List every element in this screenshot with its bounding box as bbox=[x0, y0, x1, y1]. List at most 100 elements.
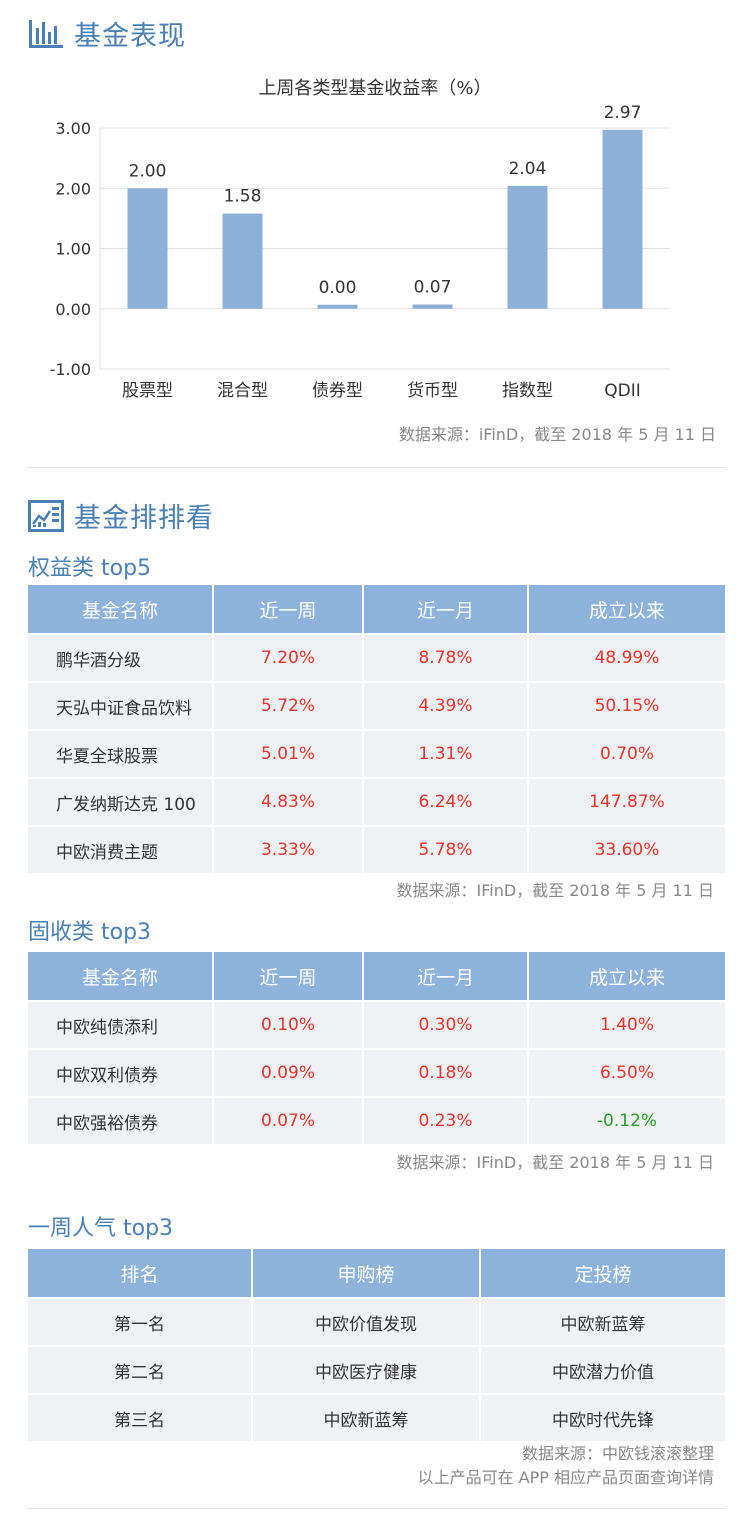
x-tick-label: QDII bbox=[604, 381, 641, 401]
divider bbox=[28, 1508, 726, 1509]
month-return: 4.39% bbox=[364, 683, 527, 729]
table-row: 鹏华酒分级 7.20% 8.78% 48.99% bbox=[28, 635, 725, 681]
month-return: 0.18% bbox=[364, 1050, 527, 1096]
fund-name: 中欧消费主题 bbox=[28, 827, 212, 873]
bar-value-label: 2.00 bbox=[129, 161, 167, 181]
table-row: 华夏全球股票 5.01% 1.31% 0.70% bbox=[28, 731, 725, 777]
subscription-fund: 中欧价值发现 bbox=[253, 1299, 479, 1345]
fund-name: 中欧双利债券 bbox=[28, 1050, 212, 1096]
equity-table: 基金名称 近一周 近一月 成立以来 鹏华酒分级 7.20% 8.78% 48.99% … bbox=[26, 583, 727, 875]
note-line: 以上产品可在 APP 相应产品页面查询详情 bbox=[417, 1468, 714, 1487]
bar-value-label: 0.00 bbox=[319, 278, 357, 298]
column-header: 成立以来 bbox=[529, 952, 725, 1000]
source-line: 数据来源：中欧钱滚滚整理 bbox=[521, 1444, 714, 1463]
bar bbox=[602, 129, 643, 309]
dashboard-icon bbox=[28, 499, 64, 532]
bar bbox=[222, 213, 263, 309]
divider bbox=[28, 467, 726, 468]
bar bbox=[317, 304, 358, 309]
popularity-title: 一周人气 top3 bbox=[28, 1216, 174, 1241]
bar bbox=[412, 304, 453, 309]
week-return: 5.01% bbox=[214, 731, 362, 777]
section-title: 基金表现 bbox=[74, 21, 186, 52]
table-row: 第一名 中欧价值发现 中欧新蓝筹 bbox=[28, 1299, 725, 1345]
y-tick-label: 0.00 bbox=[55, 300, 91, 319]
column-header: 近一周 bbox=[214, 585, 362, 633]
section-title: 基金排排看 bbox=[74, 503, 214, 534]
table-header-row: 基金名称 近一周 近一月 成立以来 bbox=[28, 952, 725, 1000]
bar-value-label: 0.07 bbox=[414, 278, 452, 298]
column-header: 定投榜 bbox=[481, 1249, 725, 1297]
since-inception-return: 50.15% bbox=[529, 683, 725, 729]
since-inception-return: 0.70% bbox=[529, 731, 725, 777]
subscription-fund: 中欧新蓝筹 bbox=[253, 1395, 479, 1441]
month-return: 0.23% bbox=[364, 1098, 527, 1144]
column-header: 基金名称 bbox=[28, 952, 212, 1000]
fixed-income-source: 数据来源：IFinD，截至 2018 年 5 月 11 日 bbox=[396, 1153, 714, 1172]
sip-fund: 中欧时代先锋 bbox=[481, 1395, 725, 1441]
fixed-income-title: 固收类 top3 bbox=[28, 920, 152, 945]
since-inception-return: 1.40% bbox=[529, 1002, 725, 1048]
week-return: 3.33% bbox=[214, 827, 362, 873]
since-inception-return: 147.87% bbox=[529, 779, 725, 825]
month-return: 0.30% bbox=[364, 1002, 527, 1048]
month-return: 1.31% bbox=[364, 731, 527, 777]
month-return: 5.78% bbox=[364, 827, 527, 873]
since-inception-return: 48.99% bbox=[529, 635, 725, 681]
column-header: 近一月 bbox=[364, 585, 527, 633]
fund-name: 鹏华酒分级 bbox=[28, 635, 212, 681]
y-tick-label: 2.00 bbox=[55, 179, 91, 198]
rank: 第二名 bbox=[28, 1347, 251, 1393]
bar bbox=[127, 188, 168, 309]
y-tick-label: -1.00 bbox=[50, 360, 91, 379]
column-header: 申购榜 bbox=[253, 1249, 479, 1297]
fund-name: 中欧纯债添利 bbox=[28, 1002, 212, 1048]
since-inception-return: 33.60% bbox=[529, 827, 725, 873]
fund-name: 广发纳斯达克 100 bbox=[28, 779, 212, 825]
month-return: 6.24% bbox=[364, 779, 527, 825]
section-header-performance: 基金表现 bbox=[28, 14, 186, 53]
x-tick-label: 股票型 bbox=[122, 381, 173, 401]
x-tick-label: 货币型 bbox=[407, 381, 458, 401]
bar bbox=[507, 185, 548, 309]
column-header: 排名 bbox=[28, 1249, 251, 1297]
table-row: 中欧强裕债券 0.07% 0.23% -0.12% bbox=[28, 1098, 725, 1144]
table-row: 中欧消费主题 3.33% 5.78% 33.60% bbox=[28, 827, 725, 873]
table-row: 中欧双利债券 0.09% 0.18% 6.50% bbox=[28, 1050, 725, 1096]
since-inception-return: -0.12% bbox=[529, 1098, 725, 1144]
section-header-ranking: 基金排排看 bbox=[28, 496, 214, 535]
column-header: 近一周 bbox=[214, 952, 362, 1000]
column-header: 基金名称 bbox=[28, 585, 212, 633]
column-header: 近一月 bbox=[364, 952, 527, 1000]
table-header-row: 基金名称 近一周 近一月 成立以来 bbox=[28, 585, 725, 633]
week-return: 0.10% bbox=[214, 1002, 362, 1048]
subscription-fund: 中欧医疗健康 bbox=[253, 1347, 479, 1393]
month-return: 8.78% bbox=[364, 635, 527, 681]
equity-title: 权益类 top5 bbox=[28, 556, 152, 581]
fund-name: 华夏全球股票 bbox=[28, 731, 212, 777]
x-tick-label: 混合型 bbox=[217, 381, 268, 401]
sip-fund: 中欧新蓝筹 bbox=[481, 1299, 725, 1345]
since-inception-return: 6.50% bbox=[529, 1050, 725, 1096]
bar-value-label: 1.58 bbox=[224, 187, 262, 207]
table-row: 天弘中证食品饮料 5.72% 4.39% 50.15% bbox=[28, 683, 725, 729]
bar-chart-icon bbox=[29, 19, 63, 48]
bar-chart: 3.00 2.00 1.00 0.00 -1.00 2.00 股票型 1.58 混合型 0.00 债… bbox=[50, 103, 670, 401]
fixed-income-table: 基金名称 近一周 近一月 成立以来 中欧纯债添利 0.10% 0.30% 1.40% … bbox=[26, 950, 727, 1146]
week-return: 5.72% bbox=[214, 683, 362, 729]
popularity-source: 数据来源：中欧钱滚滚整理 以上产品可在 APP 相应产品页面查询详情 bbox=[418, 1442, 714, 1490]
x-tick-label: 指数型 bbox=[502, 381, 553, 401]
table-row: 中欧纯债添利 0.10% 0.30% 1.40% bbox=[28, 1002, 725, 1048]
week-return: 0.09% bbox=[214, 1050, 362, 1096]
popularity-table: 排名 申购榜 定投榜 第一名 中欧价值发现 中欧新蓝筹 第二名 中欧医疗健康 中欧潜力价… bbox=[26, 1247, 727, 1443]
y-tick-label: 3.00 bbox=[55, 119, 91, 138]
bar-value-label: 2.97 bbox=[604, 103, 642, 123]
bar-value-label: 2.04 bbox=[509, 159, 547, 179]
rank: 第三名 bbox=[28, 1395, 251, 1441]
week-return: 4.83% bbox=[214, 779, 362, 825]
sip-fund: 中欧潜力价值 bbox=[481, 1347, 725, 1393]
equity-source: 数据来源：IFinD，截至 2018 年 5 月 11 日 bbox=[396, 881, 714, 900]
column-header: 成立以来 bbox=[529, 585, 725, 633]
fund-name: 天弘中证食品饮料 bbox=[28, 683, 212, 729]
chart-source: 数据来源：iFinD，截至 2018 年 5 月 11 日 bbox=[398, 425, 716, 444]
